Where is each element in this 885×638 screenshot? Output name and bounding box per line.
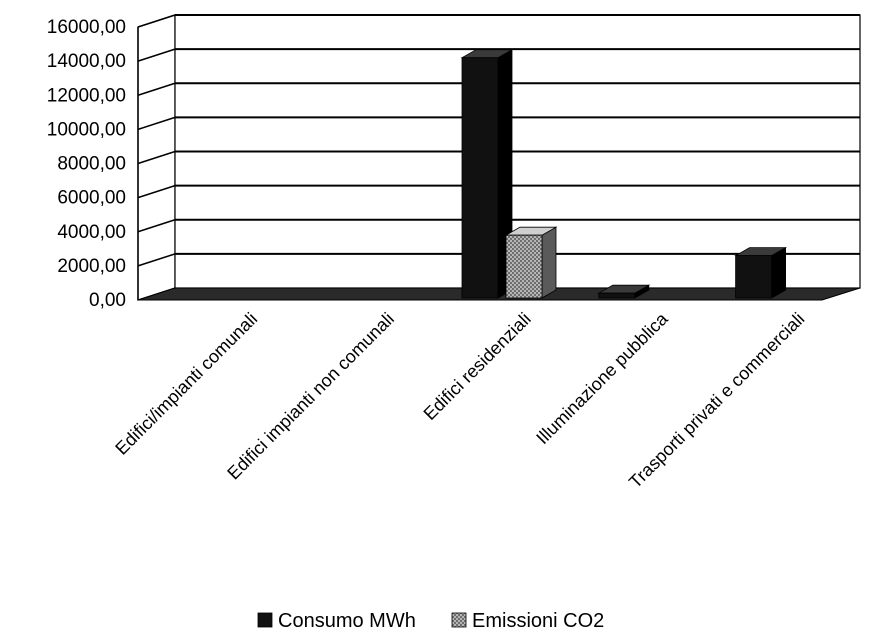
legend-label: Consumo MWh: [278, 610, 416, 632]
y-tick-label: 10000,00: [47, 119, 126, 140]
y-tick-label: 6000,00: [57, 188, 126, 209]
gridline-side: [137, 219, 176, 233]
gridline-side: [137, 184, 176, 199]
bars: [460, 49, 788, 299]
y-tick-label: 16000,00: [47, 17, 126, 38]
y-tick-label: 14000,00: [47, 51, 126, 72]
y-tick-label: 4000,00: [57, 222, 126, 243]
gridline-side: [137, 150, 176, 165]
bar-0-2: [461, 57, 499, 299]
x-tick-label: Edifici impianti non comunali: [223, 309, 398, 484]
x-tick-label: Edifici/impianti comunali: [111, 309, 261, 459]
gridline-side: [137, 82, 176, 96]
gridline-side: [137, 48, 176, 62]
y-tick-label: 12000,00: [47, 85, 126, 106]
bar-side: [541, 226, 557, 299]
y-axis-ticks: 0,00 2000,00 4000,00 6000,00 8000,00 10000,00…: [47, 17, 139, 311]
y-tick-label: 2000,00: [57, 256, 126, 277]
y-tick-label: 8000,00: [57, 154, 126, 175]
gridline-side: [137, 14, 176, 28]
legend-label: Emissioni CO2: [472, 610, 604, 632]
gridlines: [137, 14, 860, 267]
bar-0-3: [598, 292, 636, 299]
legend: Consumo MWh Emissioni CO2: [257, 610, 604, 632]
gridline-side: [137, 116, 176, 131]
bar-1-2: [505, 234, 543, 299]
bar-side: [771, 246, 786, 299]
bar-0-4: [735, 255, 772, 299]
y-tick-label: 0,00: [89, 290, 126, 311]
x-tick-label: Edifici residenziali: [420, 309, 535, 424]
legend-swatch: [451, 612, 467, 628]
legend-swatch: [257, 612, 273, 628]
x-tick-label: Illuminazione pubblica: [532, 308, 672, 448]
gridline-side: [137, 253, 176, 267]
